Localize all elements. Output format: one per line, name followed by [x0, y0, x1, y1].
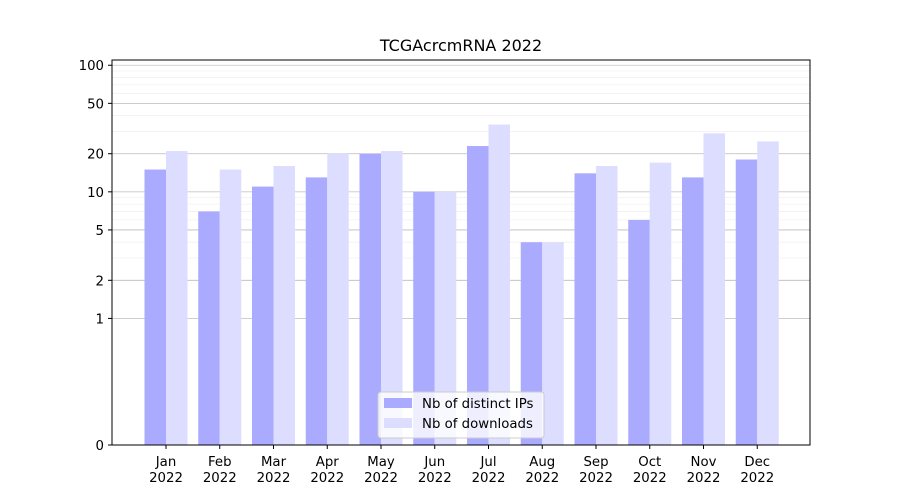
legend-swatch	[384, 398, 412, 408]
bar-distinct-ips	[359, 153, 381, 446]
x-tick-label-month: Jun	[423, 455, 445, 470]
x-tick-label-month: Mar	[261, 455, 287, 470]
bar-distinct-ips	[467, 146, 489, 445]
x-tick-label-year: 2022	[687, 471, 721, 486]
x-tick-label-month: Jan	[155, 455, 177, 470]
y-tick-label: 10	[87, 186, 104, 201]
y-tick-label: 20	[87, 148, 104, 163]
bar-distinct-ips	[682, 177, 704, 446]
bar-downloads	[166, 151, 188, 445]
x-tick-label-year: 2022	[418, 471, 452, 486]
bar-downloads	[649, 162, 672, 445]
bar-downloads	[596, 165, 618, 446]
x-tick-label-year: 2022	[633, 471, 667, 486]
x-tick-label-year: 2022	[740, 471, 774, 486]
x-tick-label-year: 2022	[472, 471, 506, 486]
y-tick-label: 2	[96, 274, 104, 289]
bar-downloads	[542, 242, 564, 445]
legend-swatch	[384, 418, 412, 428]
x-tick-label-month: Sep	[583, 455, 608, 470]
x-axis: Jan2022Feb2022Mar2022Apr2022May2022Jun20…	[149, 445, 774, 486]
bar-downloads	[488, 124, 510, 445]
bar-downloads	[219, 169, 242, 445]
bar-downloads	[434, 191, 457, 445]
bars	[144, 124, 779, 446]
y-axis: 0 1 2 5 10 20 50 100	[79, 59, 112, 454]
bar-downloads	[273, 165, 295, 446]
legend: Nb of distinct IPs Nb of downloads	[377, 391, 545, 439]
x-tick-label-year: 2022	[525, 471, 559, 486]
x-tick-label-month: Aug	[529, 455, 555, 470]
bar-distinct-ips	[628, 219, 650, 445]
y-tick-label: 0	[96, 439, 104, 454]
bar-distinct-ips	[252, 186, 274, 446]
x-tick-label-month: Feb	[208, 455, 232, 470]
legend-label: Nb of downloads	[422, 417, 533, 432]
bar-distinct-ips	[735, 159, 758, 445]
x-tick-label-month: Jul	[479, 455, 496, 470]
chart-title: TCGAcrcmRNA 2022	[379, 36, 542, 55]
x-tick-label-month: Apr	[316, 455, 340, 470]
x-tick-label-month: Oct	[638, 455, 661, 470]
x-tick-label-year: 2022	[257, 471, 291, 486]
bar-distinct-ips	[413, 191, 435, 445]
bar-distinct-ips	[305, 177, 328, 446]
x-tick-label-year: 2022	[579, 471, 613, 486]
x-tick-label-month: Nov	[691, 455, 717, 470]
y-tick-label: 1	[96, 312, 104, 327]
x-tick-label-year: 2022	[310, 471, 344, 486]
y-tick-label: 5	[96, 224, 104, 239]
y-tick-label: 50	[87, 97, 104, 112]
x-tick-label-month: Dec	[744, 455, 770, 470]
bar-downloads	[381, 151, 403, 445]
bar-downloads	[703, 133, 725, 445]
x-tick-label-year: 2022	[364, 471, 398, 486]
x-tick-label-year: 2022	[203, 471, 237, 486]
bar-downloads	[757, 141, 779, 445]
x-tick-label-year: 2022	[149, 471, 183, 486]
bar-distinct-ips	[198, 211, 220, 445]
legend-label: Nb of distinct IPs	[422, 397, 534, 412]
y-tick-label: 100	[79, 59, 104, 74]
plot-frame	[111, 59, 811, 446]
bar-distinct-ips	[144, 169, 166, 445]
legend-box	[377, 391, 545, 439]
bar-distinct-ips	[574, 173, 596, 445]
bar-downloads	[327, 153, 349, 446]
x-tick-label-month: May	[367, 455, 395, 470]
